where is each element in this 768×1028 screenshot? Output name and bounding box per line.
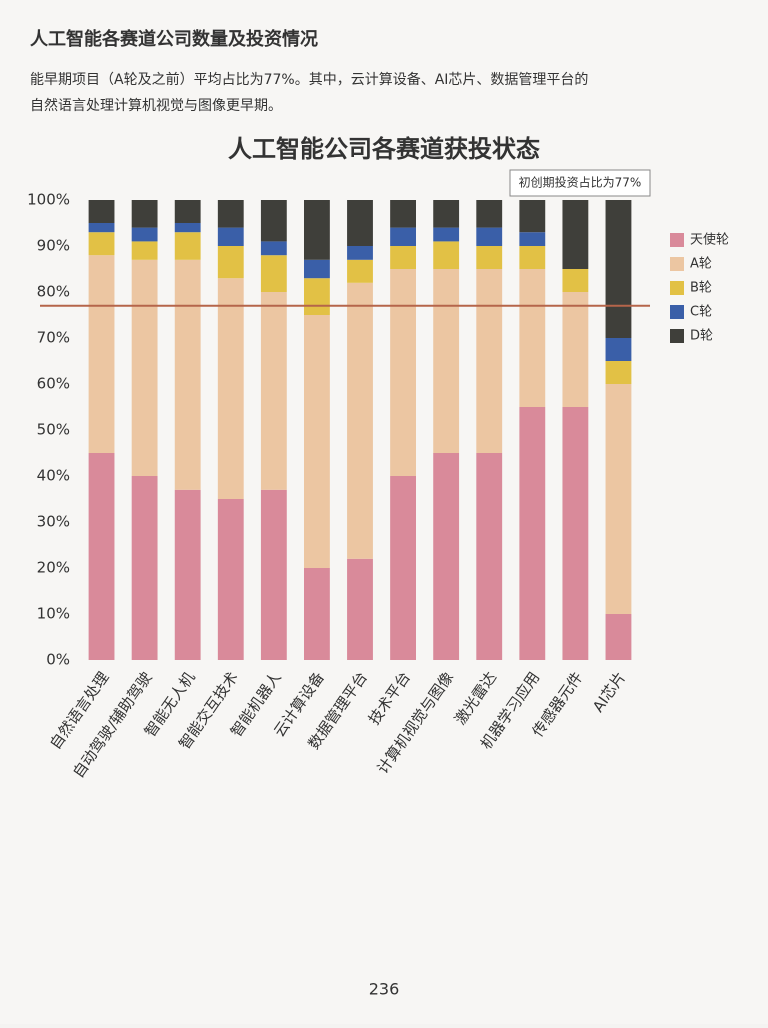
bar-segment — [519, 407, 546, 660]
bar-segment — [174, 232, 201, 260]
bar-segment — [347, 282, 373, 559]
y-tick-label: 50% — [37, 421, 70, 439]
bar-segment — [174, 223, 201, 233]
legend-swatch — [670, 329, 684, 343]
bar-segment — [88, 223, 115, 233]
y-tick-label: 90% — [37, 237, 70, 255]
y-tick-label: 10% — [37, 605, 70, 623]
bar-segment — [519, 200, 546, 233]
bar-segment — [131, 476, 158, 660]
bar-segment — [476, 227, 503, 246]
bar-segment — [476, 246, 503, 269]
y-tick-label: 60% — [37, 375, 70, 393]
bar-segment — [260, 489, 287, 660]
y-tick-label: 40% — [37, 467, 70, 485]
bar-segment — [519, 246, 546, 269]
y-tick-label: 100% — [27, 191, 70, 209]
bar-segment — [562, 200, 589, 269]
y-tick-label: 20% — [37, 559, 70, 577]
bar-segment — [562, 407, 589, 660]
bar-segment — [390, 227, 416, 246]
bar-segment — [174, 259, 201, 490]
bar-segment — [605, 361, 632, 384]
page-number: 236 — [369, 980, 400, 999]
bar-segment — [562, 269, 589, 292]
bar-segment — [605, 200, 632, 338]
bar-segment — [562, 292, 589, 407]
bar-segment — [605, 614, 632, 660]
upper-chart-title: 人工智能各赛道公司数量及投资情况 — [30, 28, 318, 50]
bar-segment — [217, 246, 244, 279]
bar-segment — [390, 200, 416, 228]
bar-segment — [217, 200, 244, 228]
bar-segment — [260, 200, 287, 242]
bar-segment — [347, 246, 373, 260]
bar-segment — [433, 453, 460, 660]
legend-label: B轮 — [690, 281, 712, 296]
bar-segment — [88, 232, 115, 256]
bar-segment — [390, 476, 416, 660]
bar-segment — [304, 200, 330, 260]
bar-segment — [605, 338, 632, 361]
bar-segment — [304, 568, 330, 660]
legend-label: 天使轮 — [690, 232, 729, 248]
bar-segment — [519, 269, 546, 407]
bar-segment — [304, 259, 330, 279]
bar-segment — [260, 292, 287, 490]
legend-swatch — [670, 257, 684, 271]
bar-segment — [476, 453, 503, 660]
y-tick-label: 0% — [46, 651, 70, 669]
bar-segment — [519, 232, 546, 246]
body-text: 自然语言处理计算机视觉与图像更早期。 — [30, 97, 282, 114]
bar-segment — [260, 255, 287, 292]
y-tick-label: 70% — [37, 329, 70, 347]
bar-segment — [476, 200, 503, 228]
y-tick-label: 30% — [37, 513, 70, 531]
bar-segment — [260, 241, 287, 256]
bar-segment — [88, 453, 115, 660]
annotation: 初创期投资占比为77% — [519, 175, 642, 190]
bar-segment — [304, 278, 330, 315]
annotation-box — [509, 169, 651, 197]
legend-label: D轮 — [690, 329, 713, 344]
bar-segment — [217, 278, 244, 499]
bar-segment — [174, 489, 201, 660]
bar-segment — [131, 200, 158, 228]
bar-segment — [131, 259, 158, 476]
bar-segment — [476, 269, 503, 453]
legend-label: C轮 — [690, 305, 712, 320]
bar-segment — [347, 558, 373, 660]
y-tick-label: 80% — [37, 283, 70, 301]
bar-segment — [131, 241, 158, 260]
legend-swatch — [670, 281, 684, 295]
bar-segment — [433, 200, 460, 228]
bar-segment — [217, 227, 244, 246]
legend-swatch — [670, 305, 684, 319]
body-text: 能早期项目（A轮及之前）平均占比为77%。其中，云计算设备、AI芯片、数据管理平… — [30, 71, 588, 88]
bar-segment — [347, 259, 373, 283]
bar-segment — [88, 200, 115, 223]
bar-segment — [433, 227, 460, 242]
bar-segment — [433, 269, 460, 453]
legend-swatch — [670, 233, 684, 247]
bar-segment — [390, 269, 416, 476]
bar-segment — [174, 200, 201, 223]
bar-segment — [347, 200, 373, 246]
legend-label: A轮 — [690, 257, 712, 272]
bar-segment — [605, 384, 632, 614]
bar-segment — [304, 315, 330, 568]
chart-title: 人工智能公司各赛道获投状态 — [228, 135, 540, 163]
bar-segment — [390, 246, 416, 269]
bar-segment — [217, 499, 244, 660]
bar-segment — [433, 241, 460, 269]
bar-segment — [131, 227, 158, 242]
bar-segment — [88, 255, 115, 453]
